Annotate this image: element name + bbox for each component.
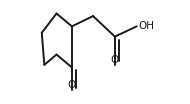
- Text: O: O: [68, 80, 76, 90]
- Text: OH: OH: [138, 21, 154, 31]
- Text: O: O: [111, 55, 119, 65]
